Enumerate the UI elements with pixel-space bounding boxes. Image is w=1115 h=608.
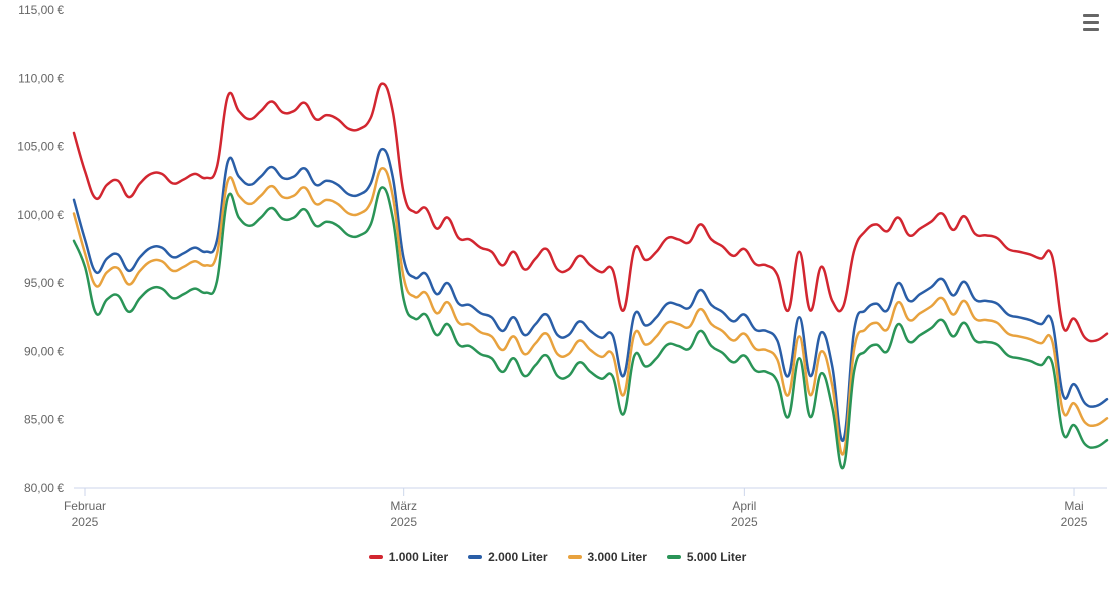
legend-swatch: [369, 555, 383, 559]
y-axis-label: 115,00 €: [18, 3, 64, 17]
chart-legend: 1.000 Liter 2.000 Liter 3.000 Liter 5.000 L…: [0, 548, 1115, 564]
x-axis-label: Februar: [64, 499, 106, 513]
x-axis-label: Mai: [1064, 499, 1083, 513]
legend-swatch: [667, 555, 681, 559]
x-axis-sublabel: 2025: [72, 515, 99, 529]
legend-label: 5.000 Liter: [687, 550, 746, 564]
hamburger-icon: [1083, 28, 1099, 31]
legend-swatch: [568, 555, 582, 559]
y-axis-label: 85,00 €: [24, 413, 64, 427]
x-axis-label: April: [732, 499, 756, 513]
legend-label: 3.000 Liter: [588, 550, 647, 564]
hamburger-icon: [1083, 21, 1099, 24]
y-axis-label: 80,00 €: [24, 481, 64, 495]
legend-item[interactable]: 2.000 Liter: [468, 550, 547, 564]
x-axis-sublabel: 2025: [1061, 515, 1088, 529]
legend-item[interactable]: 3.000 Liter: [568, 550, 647, 564]
y-axis-label: 95,00 €: [24, 276, 64, 290]
y-axis-label: 90,00 €: [24, 344, 64, 358]
price-chart: 80,00 € 85,00 € 90,00 € 95,00 € 100,00 € 105,…: [0, 0, 1115, 608]
legend-swatch: [468, 555, 482, 559]
series-line[interactable]: [74, 84, 1107, 342]
legend-label: 1.000 Liter: [389, 550, 448, 564]
hamburger-icon: [1083, 14, 1099, 17]
chart-menu-button[interactable]: [1079, 10, 1103, 34]
y-axis-label: 105,00 €: [17, 140, 64, 154]
x-axis-label: März: [390, 499, 417, 513]
y-axis-label: 110,00 €: [18, 71, 64, 85]
y-axis-label: 100,00 €: [17, 208, 64, 222]
legend-label: 2.000 Liter: [488, 550, 547, 564]
legend-item[interactable]: 5.000 Liter: [667, 550, 746, 564]
x-axis-sublabel: 2025: [731, 515, 758, 529]
x-axis-sublabel: 2025: [390, 515, 417, 529]
legend-item[interactable]: 1.000 Liter: [369, 550, 448, 564]
chart-canvas: 80,00 € 85,00 € 90,00 € 95,00 € 100,00 € 105,…: [0, 0, 1115, 548]
series-line[interactable]: [74, 168, 1107, 454]
